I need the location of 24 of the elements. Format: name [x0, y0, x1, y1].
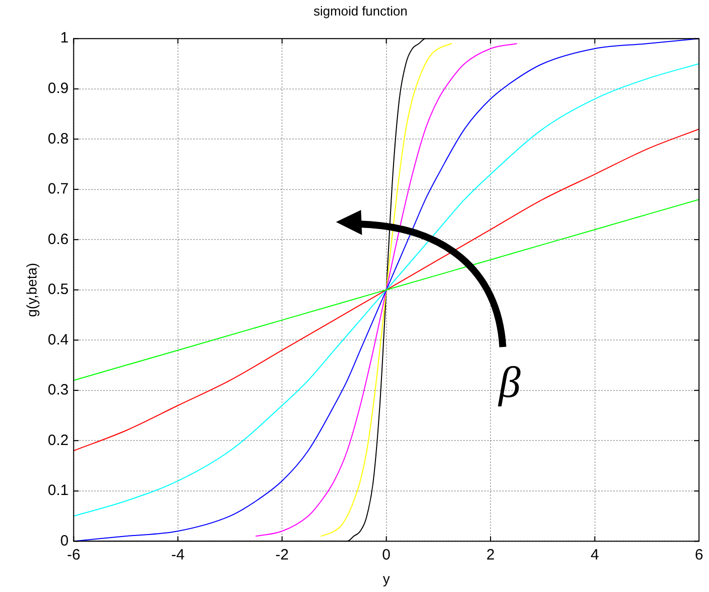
y-tick-label: 1 — [60, 30, 69, 47]
x-tick-label: 0 — [382, 546, 390, 564]
y-tick-label: 0 — [60, 532, 69, 550]
y-tick-label: 0.3 — [48, 382, 69, 399]
y-axis-title: g(y,beta) — [23, 262, 40, 318]
y-tick-label: 0.9 — [48, 80, 69, 97]
y-tick-label: 0.7 — [48, 180, 69, 198]
annotation: β — [498, 358, 521, 407]
x-tick-label: -4 — [171, 546, 185, 564]
y-tick-label: 0.6 — [48, 230, 69, 248]
y-tick-label: 0.1 — [48, 482, 69, 500]
line-series — [320, 43, 452, 537]
y-tick-label: 0.4 — [48, 331, 69, 348]
x-tick-label: 6 — [694, 546, 704, 564]
chart-title: sigmoid function — [314, 3, 408, 18]
x-tick-label: -6 — [66, 546, 80, 564]
line-series — [74, 128, 699, 452]
x-tick-label: 2 — [486, 546, 495, 564]
x-tick-label: -2 — [275, 546, 289, 564]
y-tick-label: 0.2 — [48, 432, 69, 449]
x-tick-label: 4 — [590, 546, 599, 564]
x-axis-title: y — [382, 570, 390, 586]
y-tick-label: 0.5 — [48, 281, 69, 298]
y-tick-label: 0.8 — [48, 130, 69, 148]
